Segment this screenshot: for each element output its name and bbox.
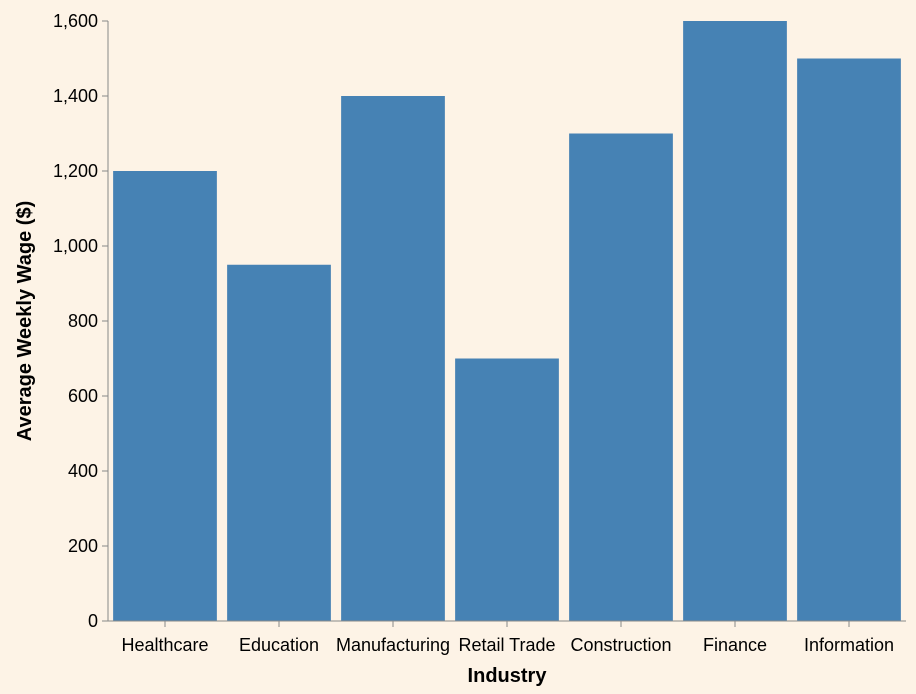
y-tick-label: 800: [68, 311, 98, 331]
y-axis-title: Average Weekly Wage ($): [14, 201, 36, 441]
x-tick-label: Retail Trade: [458, 635, 555, 655]
x-tick-label: Construction: [570, 635, 671, 655]
x-axis-title: Industry: [468, 665, 548, 687]
y-tick-label: 1,200: [53, 161, 98, 181]
y-tick-label: 400: [68, 461, 98, 481]
x-tick-label: Healthcare: [121, 635, 208, 655]
bar-manufacturing: [341, 96, 445, 621]
y-tick-label: 0: [88, 611, 98, 631]
y-tick-label: 1,000: [53, 236, 98, 256]
x-tick-label: Finance: [703, 635, 767, 655]
x-tick-label: Information: [804, 635, 894, 655]
bar-healthcare: [113, 171, 217, 621]
y-tick-label: 1,600: [53, 11, 98, 31]
bar-retail-trade: [455, 358, 559, 621]
y-tick-label: 200: [68, 536, 98, 556]
x-axis: Healthcare Education Manufacturing Retail T…: [108, 620, 906, 655]
bar-construction: [569, 133, 673, 621]
bar-finance: [683, 21, 787, 621]
x-tick-label: Education: [239, 635, 319, 655]
bar-information: [797, 58, 901, 621]
y-tick-label: 600: [68, 386, 98, 406]
bars-group: [113, 21, 901, 621]
y-tick-label: 1,400: [53, 86, 98, 106]
bar-education: [227, 264, 331, 621]
y-axis: 0 200 400 600 800 1,000 1,200 1,400 1,600: [53, 11, 109, 631]
x-tick-label: Manufacturing: [336, 635, 450, 655]
